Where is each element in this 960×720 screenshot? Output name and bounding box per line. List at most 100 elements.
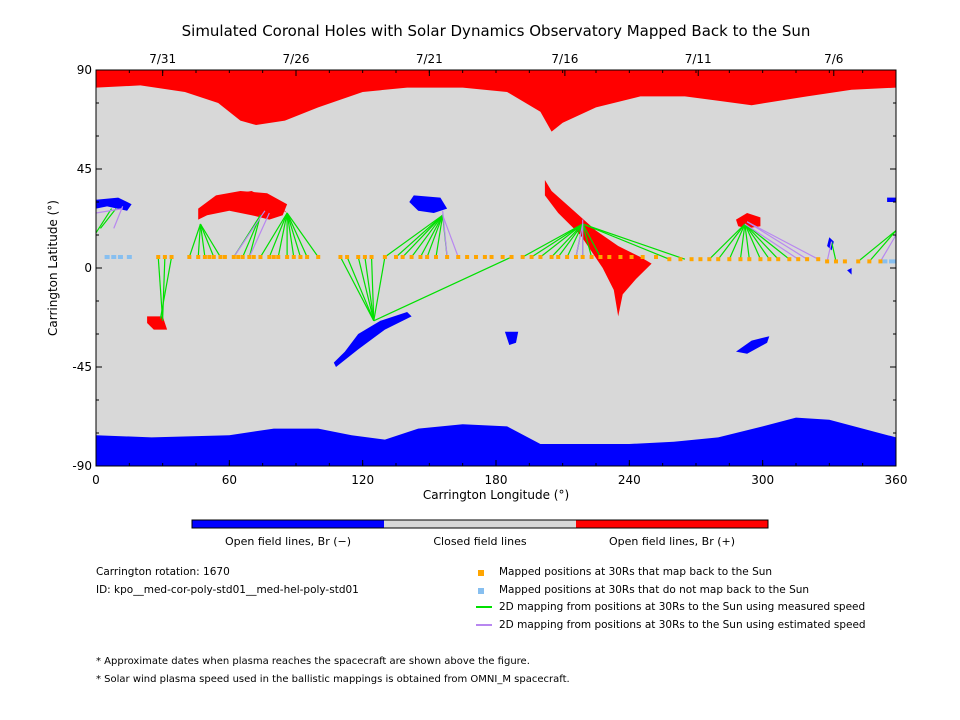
measured-mapping-line [728, 223, 746, 260]
measured-mapping-line [99, 208, 117, 229]
mapped-point [409, 255, 414, 259]
y-tick-label: -90 [72, 459, 92, 473]
positive-coronal-hole [736, 213, 761, 229]
mapped-point [500, 255, 505, 259]
mapped-point [305, 255, 310, 259]
mapped-point [529, 255, 534, 259]
mapped-point [482, 255, 487, 259]
x-tick-label: 300 [751, 473, 774, 487]
footnote-speed: * Solar wind plasma speed used in the ba… [96, 674, 570, 685]
mapped-point [580, 255, 585, 259]
y-axis-label: Carrington Latitude (°) [46, 200, 60, 336]
measured-mapping-line [830, 241, 837, 262]
measured-mapping-line [419, 214, 444, 258]
closed-field-region [96, 70, 896, 466]
mapped-point [787, 257, 792, 262]
mapped-point [716, 257, 721, 262]
measured-mapping-line [286, 212, 302, 258]
measured-mapping-line [286, 212, 295, 258]
date-tick-label: 7/16 [551, 52, 578, 66]
estimated-mapping-line [233, 210, 266, 258]
y-tick-label: 45 [77, 162, 92, 176]
date-tick-label: 7/26 [283, 52, 310, 66]
estimated-mapping-line [248, 212, 270, 258]
mapped-point [218, 255, 223, 259]
colorbar-frame [191, 519, 769, 529]
measured-mapping-line [857, 230, 896, 262]
mapped-point [776, 257, 781, 262]
mapped-point [667, 257, 672, 262]
mapped-point [698, 257, 703, 262]
measured-mapping-line [199, 223, 206, 258]
estimated-mapping-line [575, 223, 584, 258]
measured-mapping-line [435, 215, 444, 258]
mapped-point [825, 259, 830, 264]
measured-mapping-line [248, 215, 262, 258]
carrington-rotation-text: Carrington rotation: 1670 [96, 566, 230, 578]
unmapped-point [117, 255, 123, 259]
estimated-legend-label: 2D mapping from positions at 30Rs to the… [499, 619, 866, 631]
measured-mapping-line [268, 212, 288, 258]
mapped-point [574, 255, 578, 259]
measured-mapping-line [96, 208, 113, 234]
positive-coronal-hole [544, 180, 652, 317]
date-tick-label: 7/6 [824, 52, 843, 66]
measured-mapping-line [739, 223, 746, 260]
mapped-point [356, 255, 361, 259]
measured-mapping-line [426, 214, 444, 258]
mapped-point [805, 257, 810, 262]
mapped-point [211, 255, 216, 259]
mapped-point [445, 255, 450, 259]
mapped-point [369, 255, 374, 259]
mapped-point [400, 255, 405, 259]
mapped-point [291, 255, 296, 259]
colorbar-label: Closed field lines [433, 535, 527, 548]
measured-mapping-line [286, 212, 308, 258]
mapped-point [867, 259, 872, 264]
measured-mapping-line [159, 256, 173, 319]
measured-mapping-line [197, 223, 202, 258]
south-polar-hole [96, 417, 896, 466]
mapped-point [556, 255, 561, 259]
mapped-point [338, 255, 343, 259]
mapped-point [520, 255, 525, 259]
measured-mapping-line [162, 256, 166, 319]
mapped-point [285, 255, 290, 259]
unmapped-point [111, 255, 117, 259]
mapped-point [267, 255, 272, 259]
x-tick-label: 360 [885, 473, 908, 487]
mapped-point [207, 255, 212, 259]
mapped-point [169, 255, 174, 259]
mapped-point [834, 259, 838, 264]
mapped-point [425, 255, 430, 259]
mapped-point [271, 255, 276, 259]
mapped-point [474, 255, 478, 259]
measured-mapping-line [566, 223, 584, 258]
x-tick-label: 0 [92, 473, 100, 487]
mapped-point [251, 255, 256, 259]
measured-mapping-line [277, 212, 288, 258]
mapped-point [489, 255, 494, 259]
unmapped-point [882, 259, 888, 264]
north-polar-hole [96, 70, 896, 132]
mapped-point [258, 255, 263, 259]
colorbar-label: Open field lines, Br (−) [225, 535, 351, 548]
estimated-mapping-line [744, 223, 799, 260]
measured-mapping-line [744, 223, 790, 260]
mapped-point [456, 255, 461, 259]
measured-legend-label: 2D mapping from positions at 30Rs to the… [499, 601, 866, 613]
measured-mapping-line [582, 223, 593, 258]
mapped-point [796, 257, 801, 262]
x-tick-label: 180 [485, 473, 508, 487]
colorbar-segment [192, 520, 384, 528]
measured-mapping-line [582, 223, 686, 260]
footnote-dates: * Approximate dates when plasma reaches … [96, 656, 530, 667]
y-tick-label: -45 [72, 360, 92, 374]
mapped-point [162, 255, 167, 259]
mapped-point [465, 255, 470, 259]
mapped-point [767, 257, 772, 262]
mapped-point [678, 257, 683, 262]
measured-mapping-line [582, 223, 601, 258]
measured-mapping-line [744, 223, 770, 260]
